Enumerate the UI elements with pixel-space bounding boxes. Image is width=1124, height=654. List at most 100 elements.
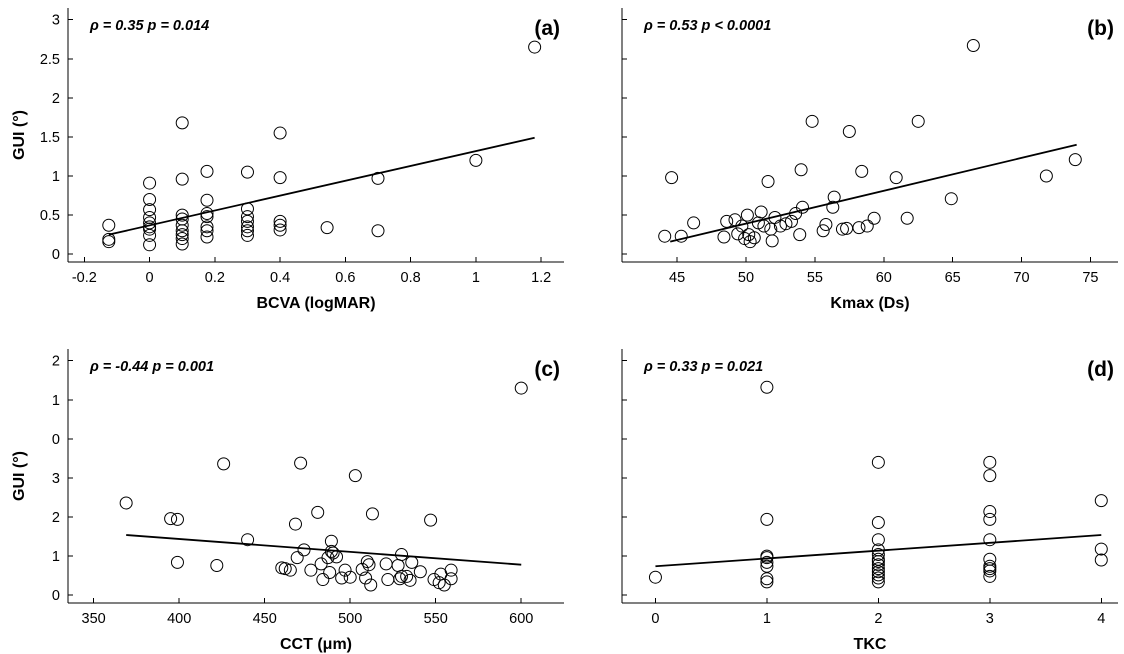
x-tick-label: 1.2: [531, 270, 551, 286]
y-tick-label: 3: [52, 13, 60, 29]
data-point: [288, 517, 302, 531]
data-point: [779, 217, 793, 231]
data-point: [528, 40, 542, 54]
panel-label: (b): [1087, 17, 1114, 40]
x-tick-label: 50: [738, 270, 754, 286]
data-point: [240, 228, 254, 242]
data-point: [852, 221, 866, 235]
y-tick-label: 2.5: [40, 52, 60, 68]
data-point: [240, 214, 254, 228]
data-point: [200, 220, 214, 234]
x-axis-label: BCVA (logMAR): [256, 295, 375, 312]
data-point: [175, 212, 189, 226]
y-tick-label: 2: [52, 354, 60, 370]
x-tick-label: 350: [82, 611, 106, 627]
data-point: [200, 207, 214, 221]
y-tick-label: 0: [52, 247, 60, 263]
chart-panel-d: 0 1 2 3 4 TKC ρ = 0.33 p = 0.021 (d): [621, 349, 1118, 653]
regression-line: [108, 136, 535, 236]
data-point: [740, 208, 754, 222]
data-point: [143, 228, 157, 242]
data-point: [143, 220, 157, 234]
data-point: [648, 570, 662, 584]
data-point: [413, 565, 427, 579]
data-point: [371, 171, 385, 185]
x-tick-label: 4: [1097, 611, 1105, 627]
data-point: [1039, 169, 1053, 183]
data-point: [871, 455, 885, 469]
y-tick-label: 0.5: [40, 208, 60, 224]
data-point: [687, 216, 701, 230]
data-point: [175, 172, 189, 186]
data-point: [102, 235, 116, 249]
correlation-stat: ρ = 0.35 p = 0.014: [89, 18, 209, 34]
data-point: [200, 193, 214, 207]
data-point: [102, 218, 116, 232]
data-point: [175, 208, 189, 222]
data-point: [871, 571, 885, 585]
data-point: [658, 229, 672, 243]
data-point: [379, 557, 393, 571]
regression-line: [655, 534, 1102, 568]
data-point: [826, 200, 840, 214]
data-point: [355, 562, 369, 576]
data-point: [320, 221, 334, 235]
data-point: [175, 218, 189, 232]
y-axis-label: GUI (°): [11, 110, 28, 160]
data-point: [747, 231, 761, 245]
data-point: [795, 200, 809, 214]
x-tick-label: 70: [1013, 270, 1029, 286]
x-tick-label: 0: [651, 611, 659, 627]
data-point: [175, 237, 189, 251]
data-point: [760, 380, 774, 394]
data-point: [273, 126, 287, 140]
data-point: [175, 116, 189, 130]
data-point: [240, 210, 254, 224]
x-tick-label: 1: [763, 611, 771, 627]
x-tick-label: 400: [167, 611, 191, 627]
data-point: [717, 230, 731, 244]
data-point: [316, 573, 330, 587]
data-point: [794, 163, 808, 177]
y-tick-label: 0: [52, 432, 60, 448]
data-point: [240, 202, 254, 216]
data-point: [170, 555, 184, 569]
data-point: [900, 211, 914, 225]
x-tick-label: 600: [509, 611, 533, 627]
data-point: [278, 562, 292, 576]
data-point: [983, 533, 997, 547]
data-point: [735, 219, 749, 233]
x-tick-label: 450: [253, 611, 277, 627]
data-point: [983, 455, 997, 469]
data-point: [200, 164, 214, 178]
chart-panel-b: 45 50 55 60 65 70 75 Kmax (Ds) ρ = 0.53 p < 0.00…: [621, 8, 1118, 312]
data-point: [871, 543, 885, 557]
data-point: [424, 513, 438, 527]
data-point: [273, 214, 287, 228]
data-point: [760, 572, 774, 586]
data-point: [200, 210, 214, 224]
data-point: [871, 568, 885, 582]
data-point: [348, 469, 362, 483]
data-point: [805, 114, 819, 128]
data-point: [827, 190, 841, 204]
data-point: [371, 224, 385, 238]
correlation-stat: ρ = 0.53 p < 0.0001: [643, 18, 771, 34]
x-tick-label: 55: [807, 270, 823, 286]
data-point: [765, 234, 779, 248]
data-point: [175, 228, 189, 242]
data-point: [381, 573, 395, 587]
data-point: [760, 555, 774, 569]
data-point: [143, 216, 157, 230]
x-axis-label: CCT (μm): [280, 636, 352, 653]
data-point: [754, 205, 768, 219]
data-point: [674, 229, 688, 243]
data-point: [871, 562, 885, 576]
data-point: [1094, 553, 1108, 567]
data-point: [871, 548, 885, 562]
data-point: [889, 171, 903, 185]
data-point: [217, 457, 231, 471]
y-tick-label: 1: [52, 169, 60, 185]
data-point: [311, 505, 325, 519]
